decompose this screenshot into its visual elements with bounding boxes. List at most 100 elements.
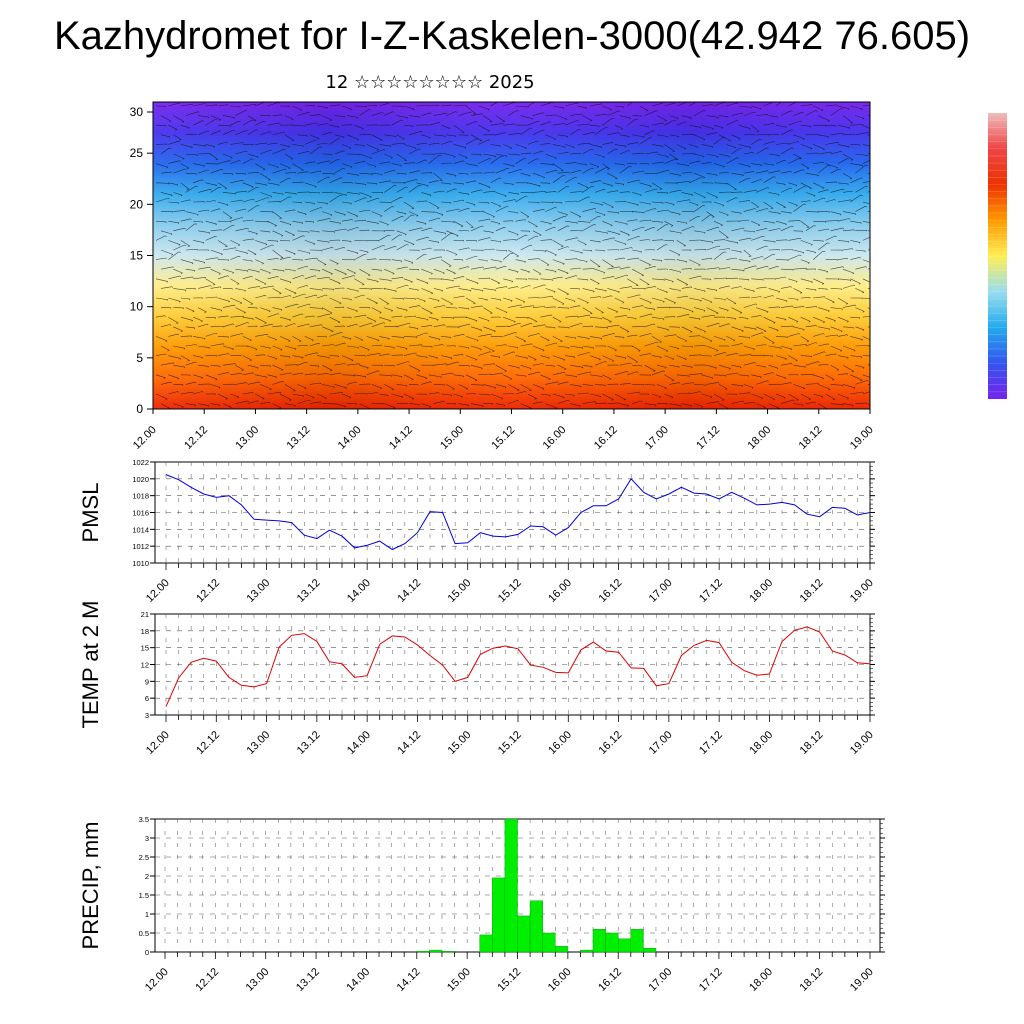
wind-barb-feather — [333, 344, 335, 346]
wind-barb — [490, 201, 501, 207]
wind-barb-feather — [505, 265, 507, 268]
wind-barb — [193, 120, 203, 126]
wind-barb — [694, 249, 706, 251]
wind-barb — [689, 373, 702, 376]
wind-barb — [160, 115, 171, 122]
wind-barb-feather — [852, 272, 855, 275]
wind-barb — [495, 227, 505, 232]
wind-barb — [706, 172, 718, 176]
wind-barb-feather — [654, 266, 657, 268]
wind-barb — [805, 306, 817, 308]
wind-barb — [830, 227, 844, 232]
wind-barb-feather — [353, 272, 356, 274]
wind-barb — [552, 259, 565, 265]
wind-barb — [619, 115, 631, 119]
wind-barb-feather — [764, 366, 766, 368]
wind-barb — [421, 134, 431, 138]
wind-barb — [421, 268, 433, 274]
wind-barb — [582, 288, 595, 292]
wind-barb — [329, 278, 341, 284]
wind-barb-feather — [502, 123, 504, 125]
wind-barb — [656, 192, 668, 194]
wind-barb-feather — [338, 321, 340, 324]
wind-barb — [470, 189, 482, 193]
wind-barb — [453, 199, 464, 203]
wind-barb-feather — [779, 213, 781, 215]
y-tick-label: 3.5 — [139, 815, 149, 824]
wind-barb — [706, 364, 717, 369]
wind-barb — [478, 105, 490, 110]
wind-barb — [837, 334, 848, 337]
wind-barb — [403, 214, 412, 222]
wind-barb-feather — [851, 190, 853, 193]
wind-barb — [453, 334, 464, 337]
wind-barb — [830, 211, 842, 215]
wind-barb — [359, 345, 370, 350]
wind-barb — [255, 197, 268, 203]
wind-barb-feather — [603, 272, 606, 274]
wind-barb — [837, 218, 850, 222]
wind-barb — [168, 297, 181, 302]
wind-barb-feather — [246, 382, 248, 384]
wind-barb — [185, 307, 195, 312]
wind-barb-feather — [392, 111, 395, 113]
wind-barb-feather — [215, 236, 217, 238]
wind-barb-feather — [302, 395, 305, 398]
wind-barb-feather — [749, 392, 751, 394]
wind-barb-feather — [349, 108, 352, 111]
wind-barb-feather — [542, 150, 544, 153]
y-tick-label: 1010 — [132, 559, 149, 568]
wind-barb — [247, 129, 257, 136]
wind-barb — [706, 382, 719, 385]
wind-barb-feather — [437, 300, 440, 302]
wind-barb-feather — [586, 261, 588, 263]
wind-barb-feather — [797, 141, 800, 143]
wind-barb-feather — [563, 397, 565, 399]
wind-barb — [160, 230, 173, 235]
wind-barb-feather — [475, 359, 477, 361]
x-tick-label: 17.12 — [697, 729, 725, 757]
x-tick-label: 14.12 — [387, 424, 415, 452]
wind-barb — [495, 168, 508, 174]
x-tick-label: 15.00 — [446, 577, 474, 605]
wind-barb-feather — [525, 234, 528, 236]
wind-barb-feather — [580, 170, 582, 172]
y-tick-label: 1016 — [132, 509, 149, 518]
wind-barb-feather — [503, 227, 506, 229]
wind-barb-feather — [667, 156, 669, 158]
wind-barb — [272, 114, 282, 116]
wind-barb — [478, 297, 488, 301]
wind-barb — [557, 345, 570, 348]
wind-barb — [515, 158, 525, 164]
wind-barb — [713, 102, 725, 107]
wind-barb-feather — [492, 350, 495, 352]
wind-barb — [458, 172, 469, 175]
wind-barb — [193, 259, 205, 263]
wind-barb — [346, 134, 359, 140]
wind-barb — [371, 149, 384, 155]
wind-barb-feather — [574, 356, 576, 359]
wind-barb-feather — [350, 299, 352, 301]
wind-barb-feather — [862, 329, 865, 331]
wind-barb-feather — [862, 292, 865, 294]
wind-barb — [230, 373, 242, 376]
wind-barb-feather — [618, 291, 620, 294]
wind-barb-feather — [542, 112, 545, 114]
wind-barb-feather — [703, 139, 706, 141]
wind-barb — [639, 297, 652, 303]
wind-barb — [594, 384, 606, 386]
wind-barb-feather — [685, 284, 688, 286]
wind-barb — [408, 288, 419, 291]
wind-barb-feather — [815, 110, 818, 112]
wind-barb — [694, 230, 706, 233]
wind-barb-feather — [601, 376, 603, 378]
wind-barb-feather — [642, 170, 645, 173]
wind-barb — [160, 286, 173, 289]
wind-barb-feather — [871, 160, 873, 161]
wind-barb — [230, 105, 241, 107]
wind-barb — [545, 249, 557, 256]
wind-barb-feather — [752, 152, 755, 154]
wind-barb — [589, 374, 603, 377]
wind-barb — [589, 163, 600, 168]
wind-barb — [800, 104, 812, 107]
